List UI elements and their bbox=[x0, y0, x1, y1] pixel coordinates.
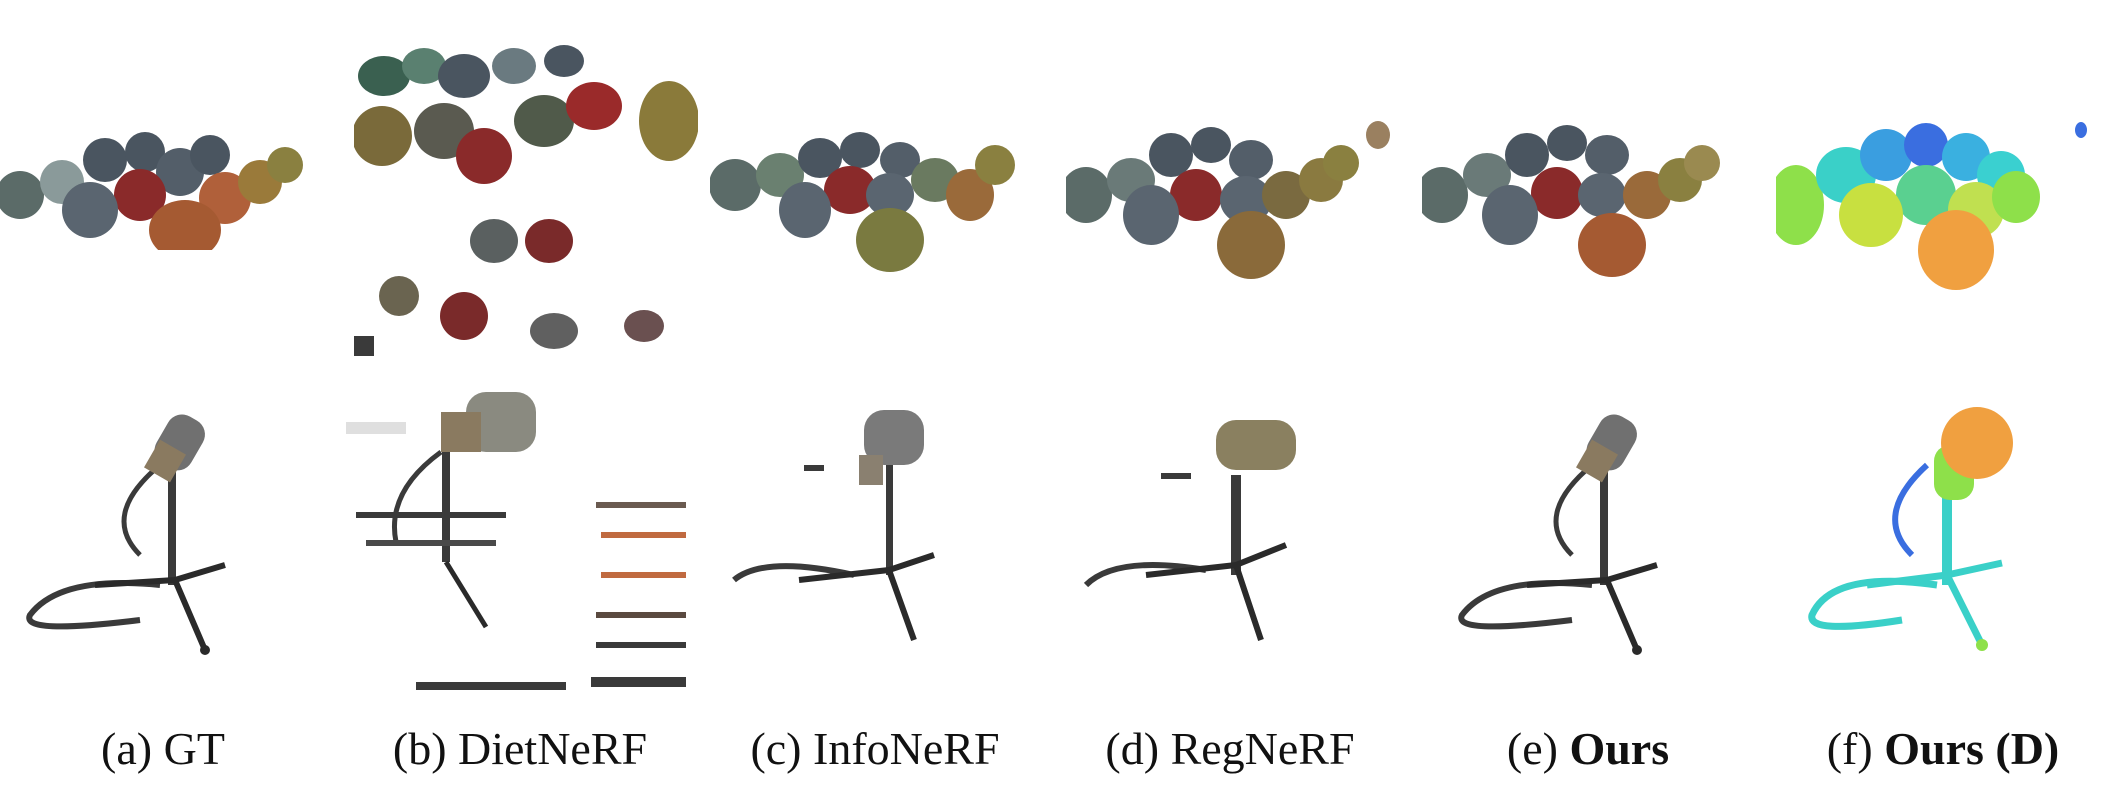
caption-dietnerf: (b) DietNeRF bbox=[392, 723, 648, 774]
caption-infonerf: (c) InfoNeRF bbox=[750, 723, 1000, 774]
panel-infonerf-materials bbox=[710, 132, 1015, 272]
panel-dietnerf-materials bbox=[354, 36, 698, 356]
panel-ours-mic bbox=[1458, 414, 1658, 655]
panel-gt-materials bbox=[0, 132, 303, 250]
caption-gt: (a) GT bbox=[101, 723, 225, 774]
panel-dietnerf-mic bbox=[346, 392, 686, 690]
caption-regnerf: (d) RegNeRF bbox=[1105, 723, 1355, 774]
panel-ours-d-mic bbox=[1808, 407, 2013, 651]
panel-ours-d-materials bbox=[1776, 122, 2087, 290]
panel-infonerf-mic bbox=[732, 410, 935, 642]
caption-ours-d: (f) Ours (D) bbox=[1826, 723, 2060, 774]
panel-regnerf-mic bbox=[1083, 420, 1296, 641]
panel-ours-materials bbox=[1422, 125, 1720, 277]
caption-ours: (e) Ours bbox=[1506, 723, 1670, 774]
panel-gt-mic bbox=[26, 414, 226, 655]
caption-row: (a) GT (b) DietNeRF (c) InfoNeRF (d) Reg… bbox=[0, 722, 2108, 782]
panel-regnerf-materials bbox=[1066, 121, 1390, 279]
